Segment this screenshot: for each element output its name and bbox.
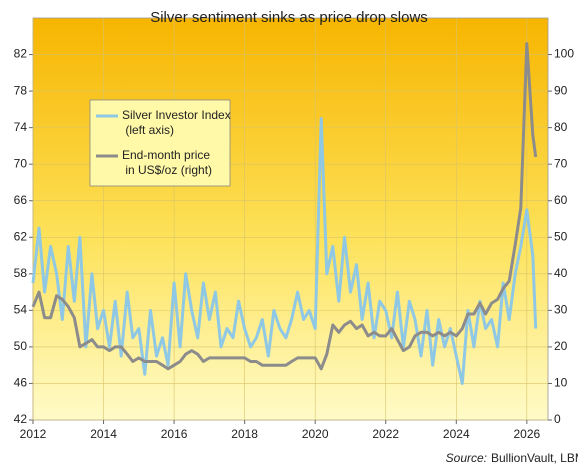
x-tick-label: 2020 <box>302 427 329 441</box>
source: BullionVault, LBMA <box>491 451 578 465</box>
series-line <box>31 117 538 385</box>
y2-tick-label: 60 <box>554 193 568 207</box>
x-tick-label: 2016 <box>161 427 188 441</box>
plot-area <box>32 17 549 421</box>
series-line <box>31 42 538 371</box>
x-tick-label: 2014 <box>90 427 117 441</box>
y-tick-label: 42 <box>14 412 28 426</box>
x-tick-label: 2022 <box>372 427 399 441</box>
source-label: Source: <box>446 451 487 465</box>
y-tick-label: 62 <box>14 229 28 243</box>
legend-label: End-month price in US$/oz (right) <box>122 148 212 177</box>
legend-box <box>89 99 231 187</box>
y2-tick-label: 0 <box>554 412 561 426</box>
legend-label: Silver Investor Index (left axis) <box>122 108 231 137</box>
y2-tick-label: 30 <box>554 303 568 317</box>
y-tick-label: 58 <box>14 266 28 280</box>
y-tick-label: 54 <box>14 303 28 317</box>
y2-tick-label: 70 <box>554 156 568 170</box>
y2-tick-label: 10 <box>554 376 568 390</box>
chart-title: Silver sentiment sinks as price drop slo… <box>150 9 428 26</box>
y2-tick-label: 50 <box>554 229 568 243</box>
y-tick-label: 66 <box>14 193 28 207</box>
x-tick-label: 2026 <box>513 427 540 441</box>
x-tick-label: 2024 <box>443 427 470 441</box>
y-tick-label: 70 <box>14 156 28 170</box>
y-tick-label: 50 <box>14 339 28 353</box>
y-tick-label: 82 <box>14 47 28 61</box>
x-tick-label: 2012 <box>20 427 47 441</box>
x-tick-label: 2018 <box>231 427 258 441</box>
y2-tick-label: 20 <box>554 339 568 353</box>
y2-tick-label: 80 <box>554 120 568 134</box>
y2-tick-label: 100 <box>554 47 574 61</box>
y-tick-label: 46 <box>14 376 28 390</box>
y-tick-label: 78 <box>14 83 28 97</box>
y2-tick-label: 40 <box>554 266 568 280</box>
y2-tick-label: 90 <box>554 83 568 97</box>
y-tick-label: 74 <box>14 120 28 134</box>
